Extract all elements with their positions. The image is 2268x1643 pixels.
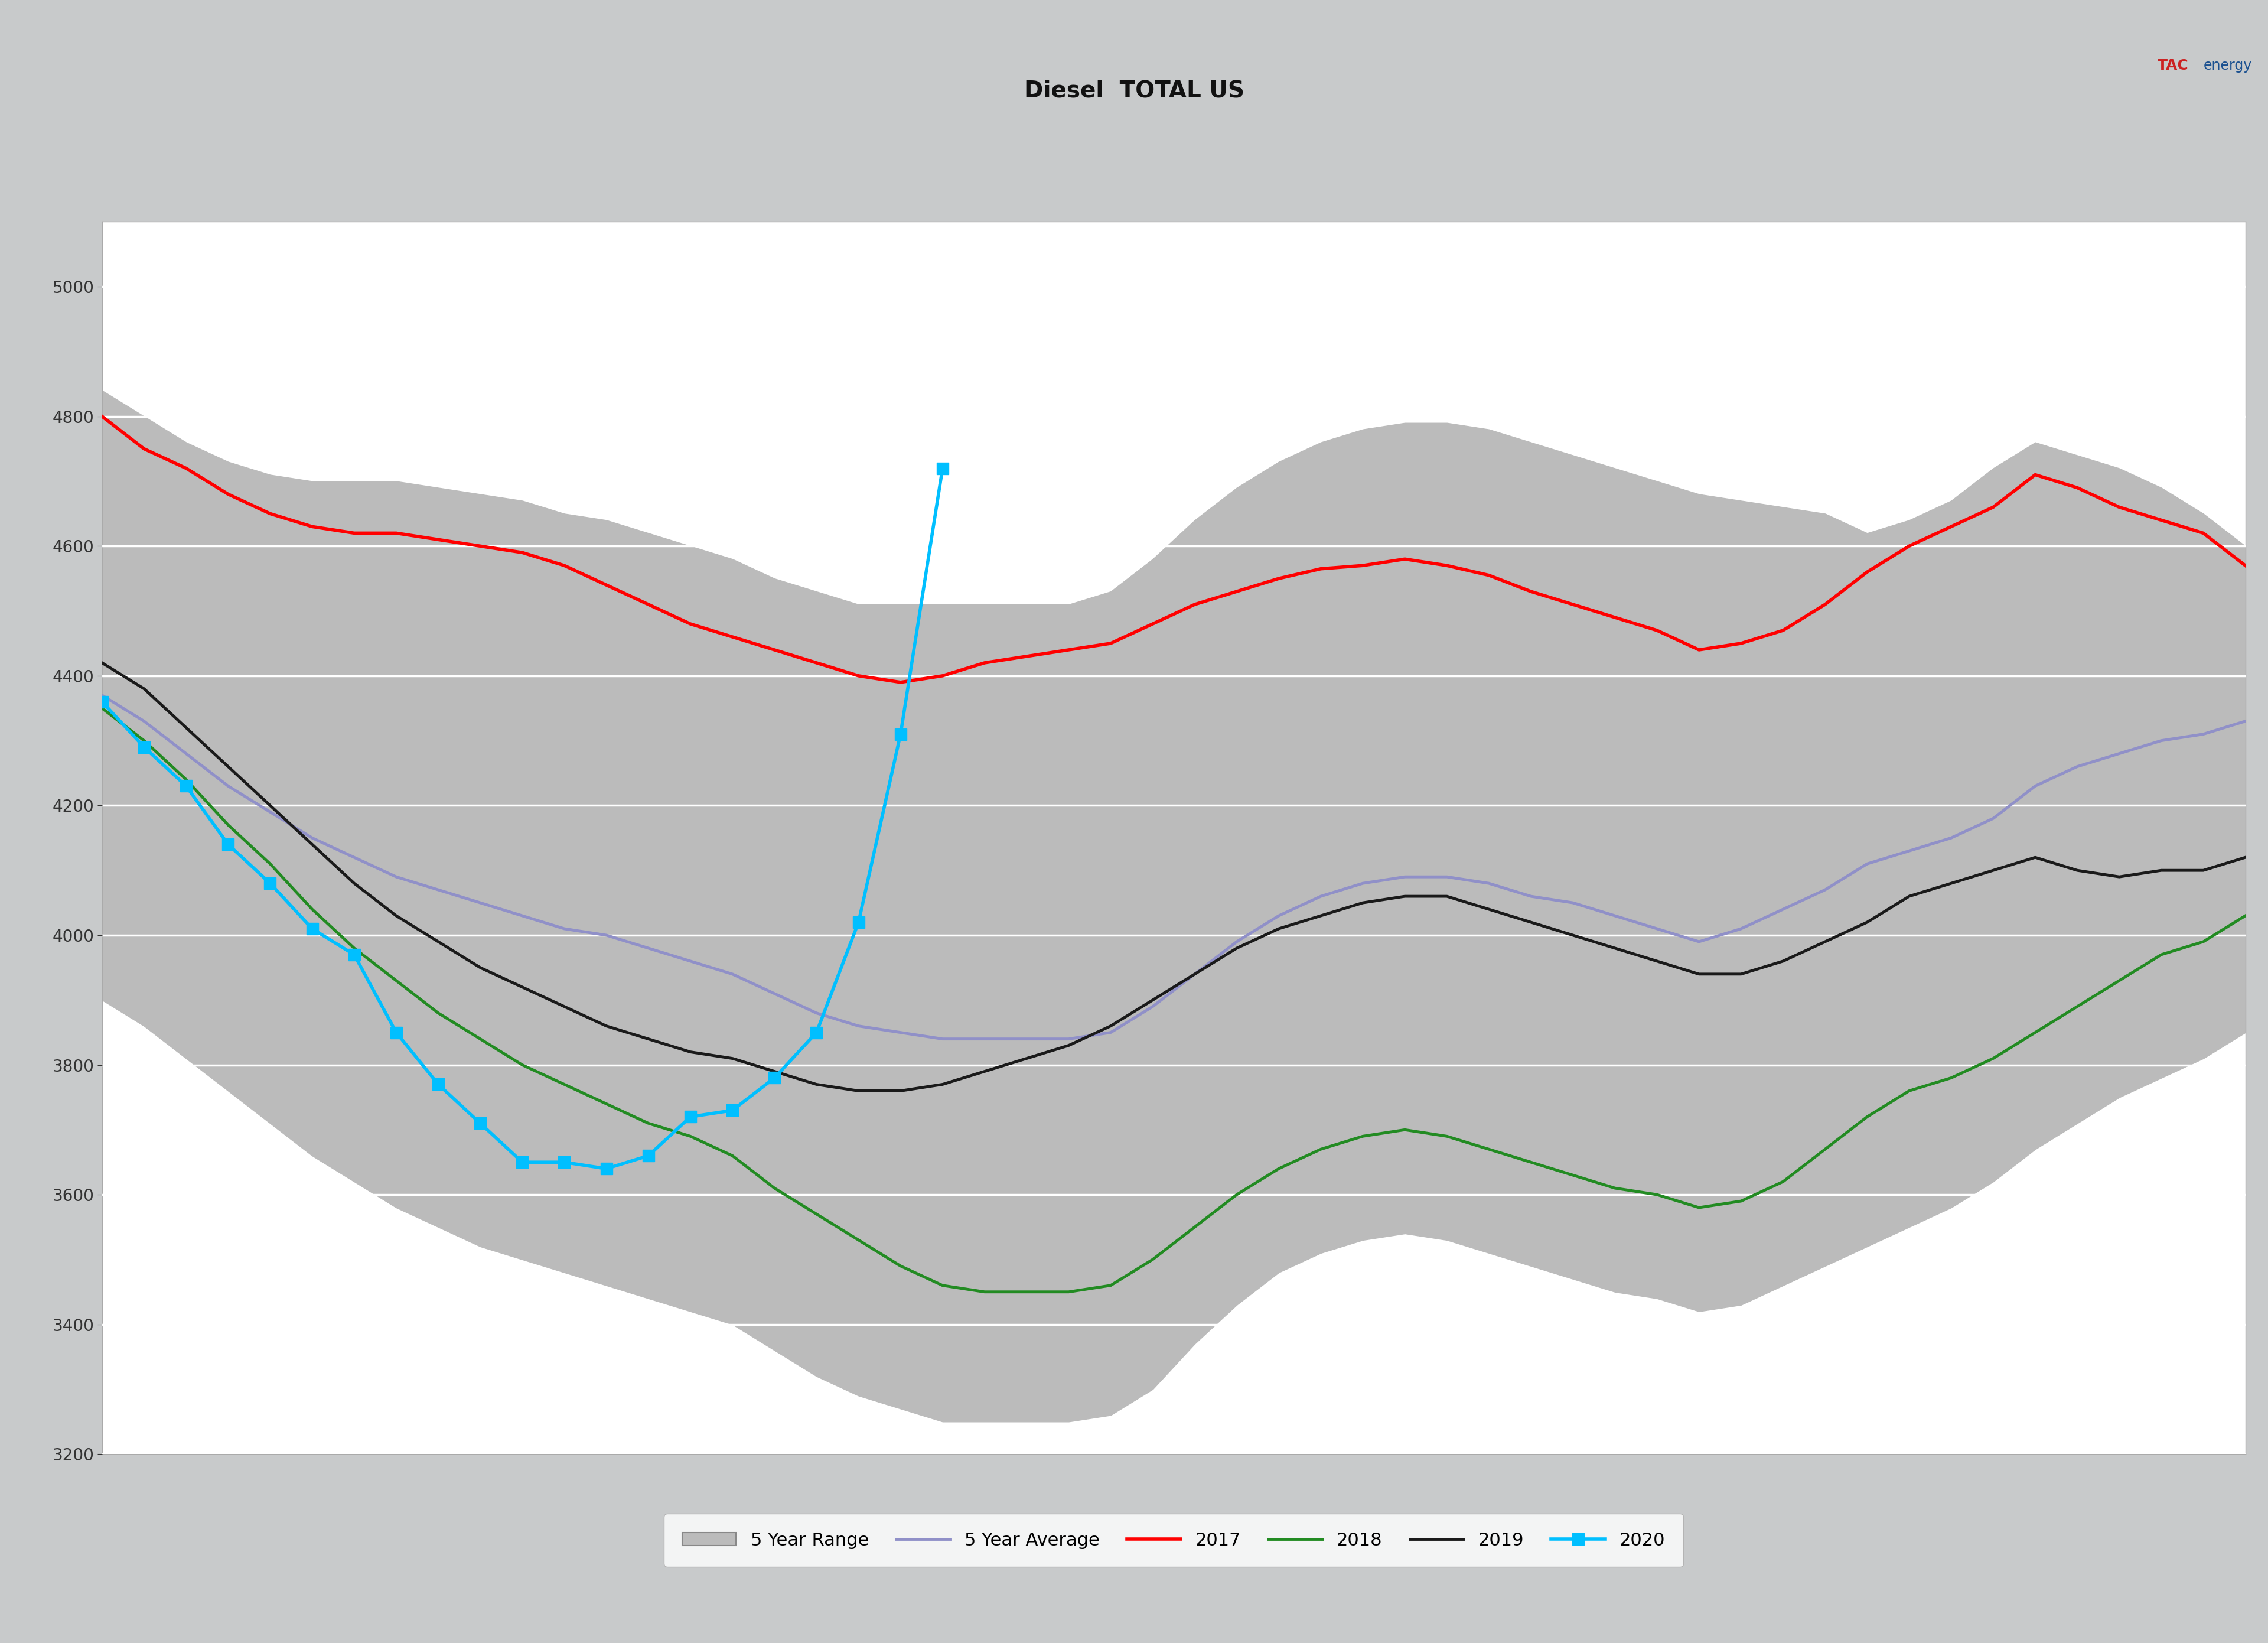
- Text: TAC: TAC: [2157, 59, 2189, 72]
- Text: Diesel  TOTAL US: Diesel TOTAL US: [1023, 79, 1245, 102]
- Legend: 5 Year Range, 5 Year Average, 2017, 2018, 2019, 2020: 5 Year Range, 5 Year Average, 2017, 2018…: [665, 1513, 1683, 1567]
- Text: energy: energy: [2204, 59, 2252, 72]
